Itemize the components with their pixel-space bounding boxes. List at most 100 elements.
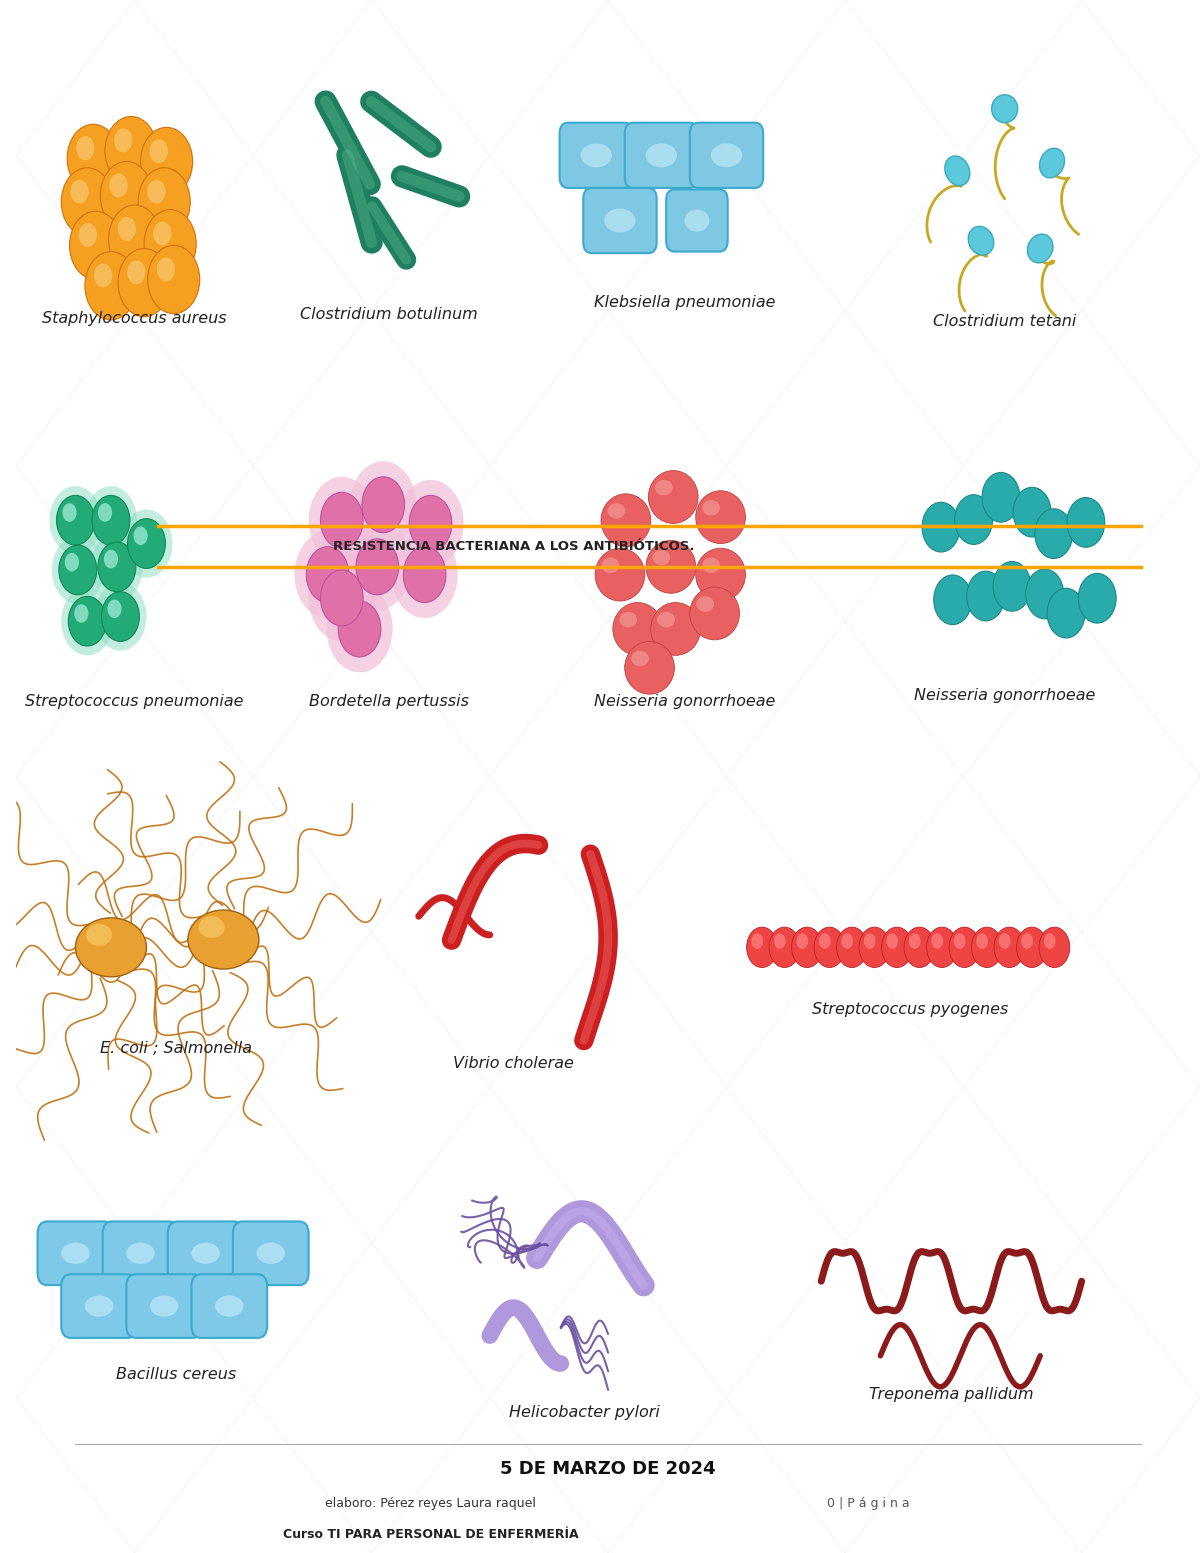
Text: Curso TI PARA PERSONAL DE ENFERMERÍA: Curso TI PARA PERSONAL DE ENFERMERÍA <box>283 1528 578 1541</box>
Circle shape <box>144 210 196 278</box>
Circle shape <box>1039 927 1069 968</box>
Circle shape <box>92 495 130 545</box>
Circle shape <box>118 217 136 241</box>
Circle shape <box>101 162 152 230</box>
Circle shape <box>59 545 97 595</box>
Circle shape <box>841 933 853 949</box>
Ellipse shape <box>257 1242 284 1264</box>
Circle shape <box>769 927 800 968</box>
Circle shape <box>308 477 374 564</box>
Circle shape <box>814 927 845 968</box>
Circle shape <box>792 927 822 968</box>
Ellipse shape <box>696 491 745 544</box>
Circle shape <box>104 550 118 568</box>
FancyBboxPatch shape <box>559 123 632 188</box>
Circle shape <box>127 261 145 284</box>
Circle shape <box>994 562 1031 612</box>
Circle shape <box>85 486 137 554</box>
Circle shape <box>95 582 146 651</box>
Text: Helicobacter pylori: Helicobacter pylori <box>509 1405 660 1421</box>
Circle shape <box>1013 488 1051 537</box>
Text: 5 DE MARZO DE 2024: 5 DE MARZO DE 2024 <box>500 1460 716 1478</box>
Text: 0 | P á g i n a: 0 | P á g i n a <box>827 1497 910 1510</box>
Circle shape <box>836 927 868 968</box>
Circle shape <box>94 264 113 287</box>
Ellipse shape <box>61 1242 90 1264</box>
Ellipse shape <box>658 612 676 627</box>
Circle shape <box>70 211 121 280</box>
Circle shape <box>356 539 398 595</box>
Circle shape <box>1034 509 1073 559</box>
Circle shape <box>994 927 1025 968</box>
Circle shape <box>955 495 992 545</box>
Circle shape <box>391 531 457 618</box>
Circle shape <box>908 933 920 949</box>
Circle shape <box>926 927 958 968</box>
Circle shape <box>109 174 127 197</box>
Ellipse shape <box>86 924 112 946</box>
Ellipse shape <box>710 143 742 168</box>
Circle shape <box>977 933 988 949</box>
FancyBboxPatch shape <box>690 123 763 188</box>
Ellipse shape <box>631 651 649 666</box>
Circle shape <box>118 248 170 317</box>
Circle shape <box>1026 568 1063 618</box>
Ellipse shape <box>648 471 698 523</box>
Circle shape <box>157 258 175 281</box>
FancyBboxPatch shape <box>168 1222 244 1286</box>
Circle shape <box>818 933 830 949</box>
Circle shape <box>150 140 168 163</box>
FancyBboxPatch shape <box>625 123 698 188</box>
Circle shape <box>320 570 364 626</box>
Circle shape <box>397 480 463 567</box>
Circle shape <box>114 129 132 152</box>
Circle shape <box>127 519 166 568</box>
Ellipse shape <box>126 1242 155 1264</box>
Ellipse shape <box>188 910 259 969</box>
Ellipse shape <box>605 208 636 233</box>
Circle shape <box>320 492 364 548</box>
FancyBboxPatch shape <box>61 1273 137 1339</box>
Text: Bacillus cereus: Bacillus cereus <box>116 1367 236 1382</box>
Circle shape <box>140 127 193 196</box>
Circle shape <box>922 502 960 551</box>
FancyBboxPatch shape <box>126 1273 202 1339</box>
Ellipse shape <box>968 227 994 255</box>
Text: Neisseria gonorrhoeae: Neisseria gonorrhoeae <box>594 694 775 710</box>
FancyBboxPatch shape <box>233 1222 308 1286</box>
Circle shape <box>797 933 808 949</box>
Circle shape <box>98 542 136 592</box>
Ellipse shape <box>653 550 671 565</box>
Circle shape <box>306 547 349 603</box>
Ellipse shape <box>1027 235 1052 262</box>
Circle shape <box>106 116 157 185</box>
Circle shape <box>904 927 935 968</box>
Circle shape <box>887 933 898 949</box>
Ellipse shape <box>944 155 970 186</box>
Circle shape <box>61 168 113 236</box>
FancyBboxPatch shape <box>583 188 656 253</box>
Text: Streptococcus pneumoniae: Streptococcus pneumoniae <box>25 694 244 710</box>
Circle shape <box>1021 933 1033 949</box>
Circle shape <box>998 933 1010 949</box>
Circle shape <box>108 205 161 273</box>
Text: Bordetella pertussis: Bordetella pertussis <box>310 694 469 710</box>
Circle shape <box>67 124 119 193</box>
Circle shape <box>859 927 890 968</box>
Circle shape <box>949 927 980 968</box>
Circle shape <box>931 933 943 949</box>
Circle shape <box>1044 933 1056 949</box>
Circle shape <box>350 461 416 548</box>
Circle shape <box>91 533 143 601</box>
Ellipse shape <box>1039 148 1064 179</box>
Ellipse shape <box>646 540 696 593</box>
Circle shape <box>52 536 104 604</box>
Circle shape <box>120 509 173 578</box>
Circle shape <box>1048 589 1085 638</box>
Ellipse shape <box>625 641 674 694</box>
Ellipse shape <box>690 587 739 640</box>
Circle shape <box>338 601 380 657</box>
Text: Streptococcus pyogenes: Streptococcus pyogenes <box>811 1002 1008 1017</box>
Ellipse shape <box>696 548 745 601</box>
Circle shape <box>148 180 166 203</box>
